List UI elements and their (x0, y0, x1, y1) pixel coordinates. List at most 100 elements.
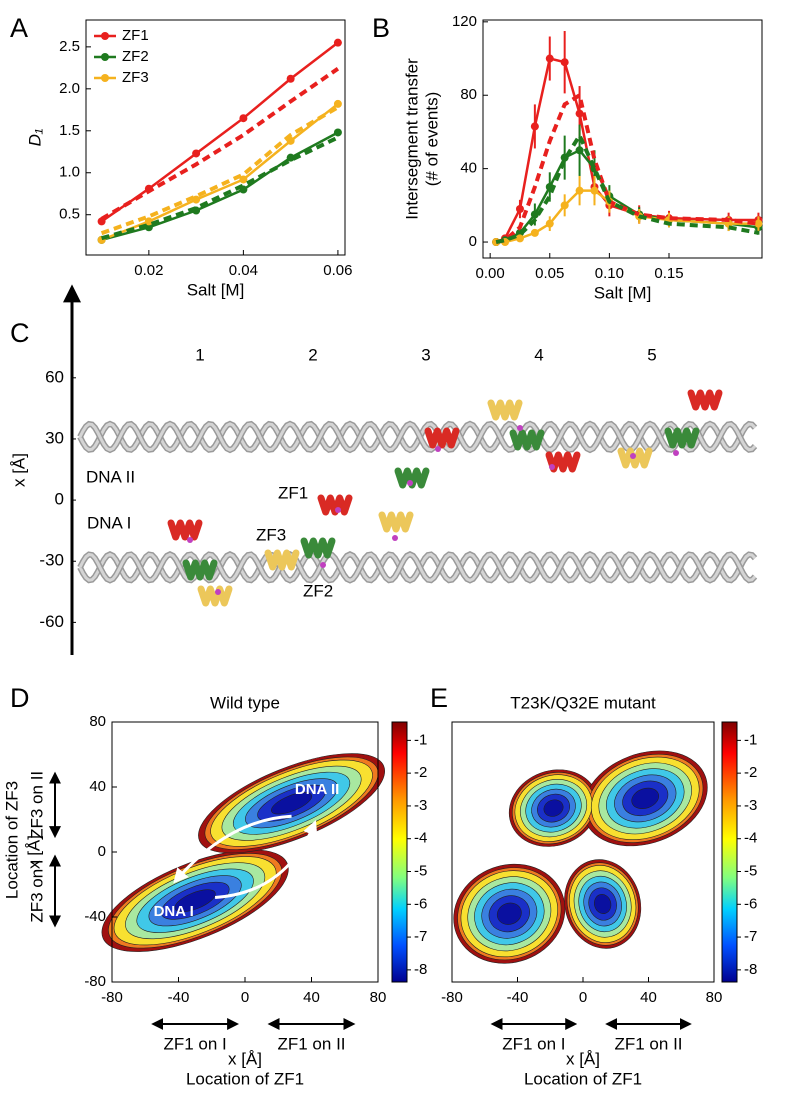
x-tick-label: 0.04 (229, 262, 258, 279)
zinc-finger (617, 447, 653, 469)
x-axis-label: Salt [M] (187, 280, 245, 299)
annotation: DNA I (154, 903, 194, 920)
data-point (286, 153, 295, 162)
zinc-finger (167, 519, 203, 541)
data-point (560, 58, 569, 67)
y-tick-label: 80 (89, 713, 106, 730)
colorbar-tick-label: -2 (744, 764, 757, 781)
zinc-ion (630, 453, 636, 459)
y-tick-label: 2.5 (59, 38, 80, 55)
x-tick-label: 0.02 (134, 262, 163, 279)
colorbar-tick-label: -3 (744, 797, 757, 814)
dna-strand-hl (78, 422, 757, 452)
zinc-ion (407, 480, 413, 486)
colorbar (721, 721, 738, 983)
data-point (754, 219, 763, 228)
range-label: ZF1 on II (277, 1034, 345, 1053)
panel-label: A (10, 13, 28, 43)
column-label: 5 (647, 345, 656, 364)
annotation: ZF3 (256, 525, 286, 544)
y-tick-label: 2.0 (59, 80, 80, 97)
data-point (530, 122, 539, 131)
y-axis-label: (# of events) (422, 92, 441, 187)
annotation: DNA II (295, 781, 339, 798)
colorbar (391, 721, 408, 983)
x-tick-label: -80 (101, 989, 123, 1006)
series-line (495, 92, 759, 244)
contour-level (496, 902, 522, 925)
y-tick-label: 0 (98, 843, 106, 860)
x-tick-label: 40 (303, 989, 320, 1006)
annotation: DNA I (87, 513, 131, 532)
series-line (100, 105, 339, 236)
x-axis-label-2: Location of ZF1 (186, 1069, 304, 1088)
data-point (560, 201, 569, 210)
series-line (101, 131, 339, 242)
data-point (575, 109, 584, 118)
contour-level (174, 889, 216, 913)
x-axis-label-2: Location of ZF1 (524, 1069, 642, 1088)
annotation: DNA II (86, 467, 135, 486)
y-axis-label: Location of ZF3 (2, 781, 21, 899)
x-axis-label: x [Å] (228, 1049, 262, 1068)
colorbar-tick-label: -5 (414, 862, 427, 879)
legend-dot (101, 32, 109, 40)
data-point (286, 74, 295, 83)
x-axis-label: x [Å] (566, 1049, 600, 1068)
plot-title: T23K/Q32E mutant (510, 693, 656, 712)
y-tick-label: 40 (460, 160, 477, 177)
zinc-finger (378, 511, 414, 533)
data-point (545, 219, 554, 228)
data-point (530, 228, 539, 237)
x-tick-label: 0.00 (476, 265, 505, 282)
zinc-ion (392, 535, 398, 541)
colorbar-tick-label: -6 (744, 895, 757, 912)
colorbar-tick-label: -4 (414, 830, 427, 847)
y-tick-label: 0 (55, 490, 64, 509)
x-tick-label: 40 (640, 989, 657, 1006)
panel-label: B (372, 13, 390, 43)
y-tick-label: 120 (452, 13, 477, 30)
plot-frame (85, 19, 346, 256)
y-axis-label: x [Å] (9, 453, 28, 487)
data-point (144, 217, 153, 226)
dna-strand-hl (78, 552, 757, 583)
plot-title: Wild type (210, 693, 280, 712)
y-tick-label: -30 (39, 551, 64, 570)
legend-dot (101, 74, 109, 82)
zinc-finger (197, 585, 233, 607)
column-label: 3 (421, 345, 430, 364)
data-point (192, 195, 201, 204)
flow-arrow (214, 819, 318, 899)
x-tick-label: 0.05 (535, 265, 564, 282)
y-axis-label: D₁ (25, 129, 44, 147)
legend-dot (101, 53, 109, 61)
contour-level (594, 894, 612, 914)
data-point (545, 54, 554, 63)
data-point (192, 149, 201, 158)
data-point (333, 128, 342, 137)
x-tick-label: 80 (370, 989, 387, 1006)
colorbar-tick-label: -1 (414, 731, 427, 748)
x-tick-label: 0.10 (595, 265, 624, 282)
range-label: ZF3 on I (27, 859, 46, 922)
y-tick-label: 0.5 (59, 206, 80, 223)
y-tick-label: -80 (84, 973, 106, 990)
zinc-finger (424, 427, 460, 449)
x-tick-label: -40 (507, 989, 529, 1006)
zinc-finger (264, 549, 300, 571)
dna-strand-hl (78, 422, 757, 452)
flow-arrow (173, 814, 292, 884)
data-point (575, 186, 584, 195)
annotation: ZF1 (278, 483, 308, 502)
zinc-ion (187, 537, 193, 543)
y-axis-label-2: x [Å] (24, 835, 43, 869)
zinc-ion (320, 562, 326, 568)
zinc-ion (335, 507, 341, 513)
colorbar-tick-label: -7 (744, 928, 757, 945)
colorbar-tick-label: -8 (744, 961, 757, 978)
data-point (333, 99, 342, 108)
data-point (144, 223, 153, 232)
zinc-finger (317, 494, 353, 516)
